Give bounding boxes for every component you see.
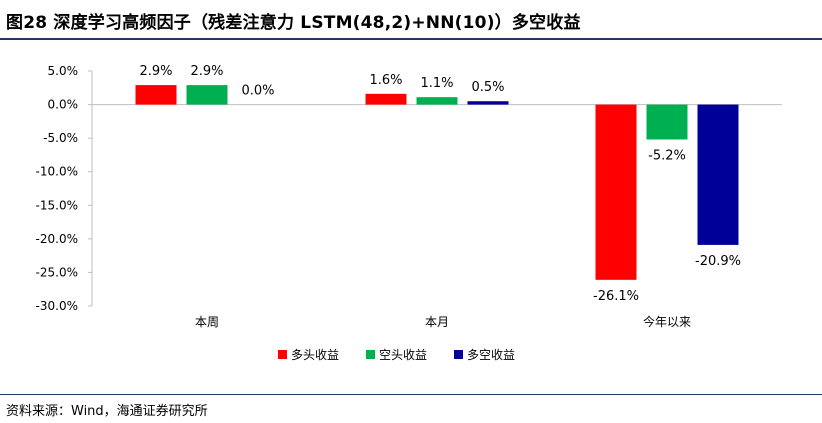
data-label: 2.9%	[190, 64, 223, 79]
x-tick-label: 本月	[425, 315, 449, 329]
title-bar: 图28 深度学习高频因子（残差注意力 LSTM(48,2)+NN(10)）多空收…	[0, 0, 822, 40]
axis-layer: 5.0% 0.0% -5.0% -10.0% -15.0% -20.0% -25.0% -30…	[36, 64, 782, 329]
data-label: 1.1%	[420, 76, 453, 91]
y-tick-label: -10.0%	[36, 165, 78, 179]
data-label-layer: 2.9% 2.9% 0.0% 1.6% 1.1% 0.5% -26.1% -5.2% -20.9…	[139, 64, 741, 304]
source-note: 资料来源：Wind，海通证券研究所	[6, 404, 208, 419]
data-label: -5.2%	[648, 148, 686, 163]
legend-swatch	[278, 350, 287, 359]
y-tick-label: -30.0%	[36, 299, 78, 313]
chart-title: 图28 深度学习高频因子（残差注意力 LSTM(48,2)+NN(10)）多空收…	[6, 13, 581, 33]
bar	[186, 85, 228, 105]
bar	[697, 104, 739, 245]
bar-chart: 5.0% 0.0% -5.0% -10.0% -15.0% -20.0% -25.0% -30…	[36, 64, 782, 362]
y-tick-label: 5.0%	[48, 64, 79, 78]
data-label: 0.5%	[471, 80, 504, 95]
bar	[467, 101, 509, 105]
data-label: -20.9%	[695, 254, 741, 269]
legend-label: 空头收益	[379, 348, 427, 362]
x-tick-label: 今年以来	[643, 314, 691, 329]
legend-label: 多头收益	[291, 348, 339, 362]
bar	[416, 97, 458, 105]
data-label: -26.1%	[593, 289, 639, 304]
legend-swatch	[366, 350, 375, 359]
data-label: 1.6%	[369, 73, 402, 88]
legend: 多头收益 空头收益 多空收益	[278, 348, 515, 362]
y-tick-label: -5.0%	[43, 131, 78, 145]
y-tick-label: -15.0%	[36, 198, 78, 212]
bar	[365, 93, 407, 105]
legend-label: 多空收益	[467, 348, 515, 362]
bar-layer	[135, 85, 739, 280]
data-label: 2.9%	[139, 64, 172, 79]
footer-divider	[0, 394, 822, 395]
bar	[646, 104, 688, 140]
x-tick-label: 本周	[195, 315, 219, 329]
y-tick-label: -20.0%	[36, 232, 78, 246]
bar	[595, 104, 637, 280]
data-label: 0.0%	[241, 84, 274, 99]
y-tick-label: 0.0%	[48, 98, 79, 112]
bar	[135, 85, 177, 105]
y-tick-label: -25.0%	[36, 265, 78, 279]
legend-swatch	[454, 350, 463, 359]
